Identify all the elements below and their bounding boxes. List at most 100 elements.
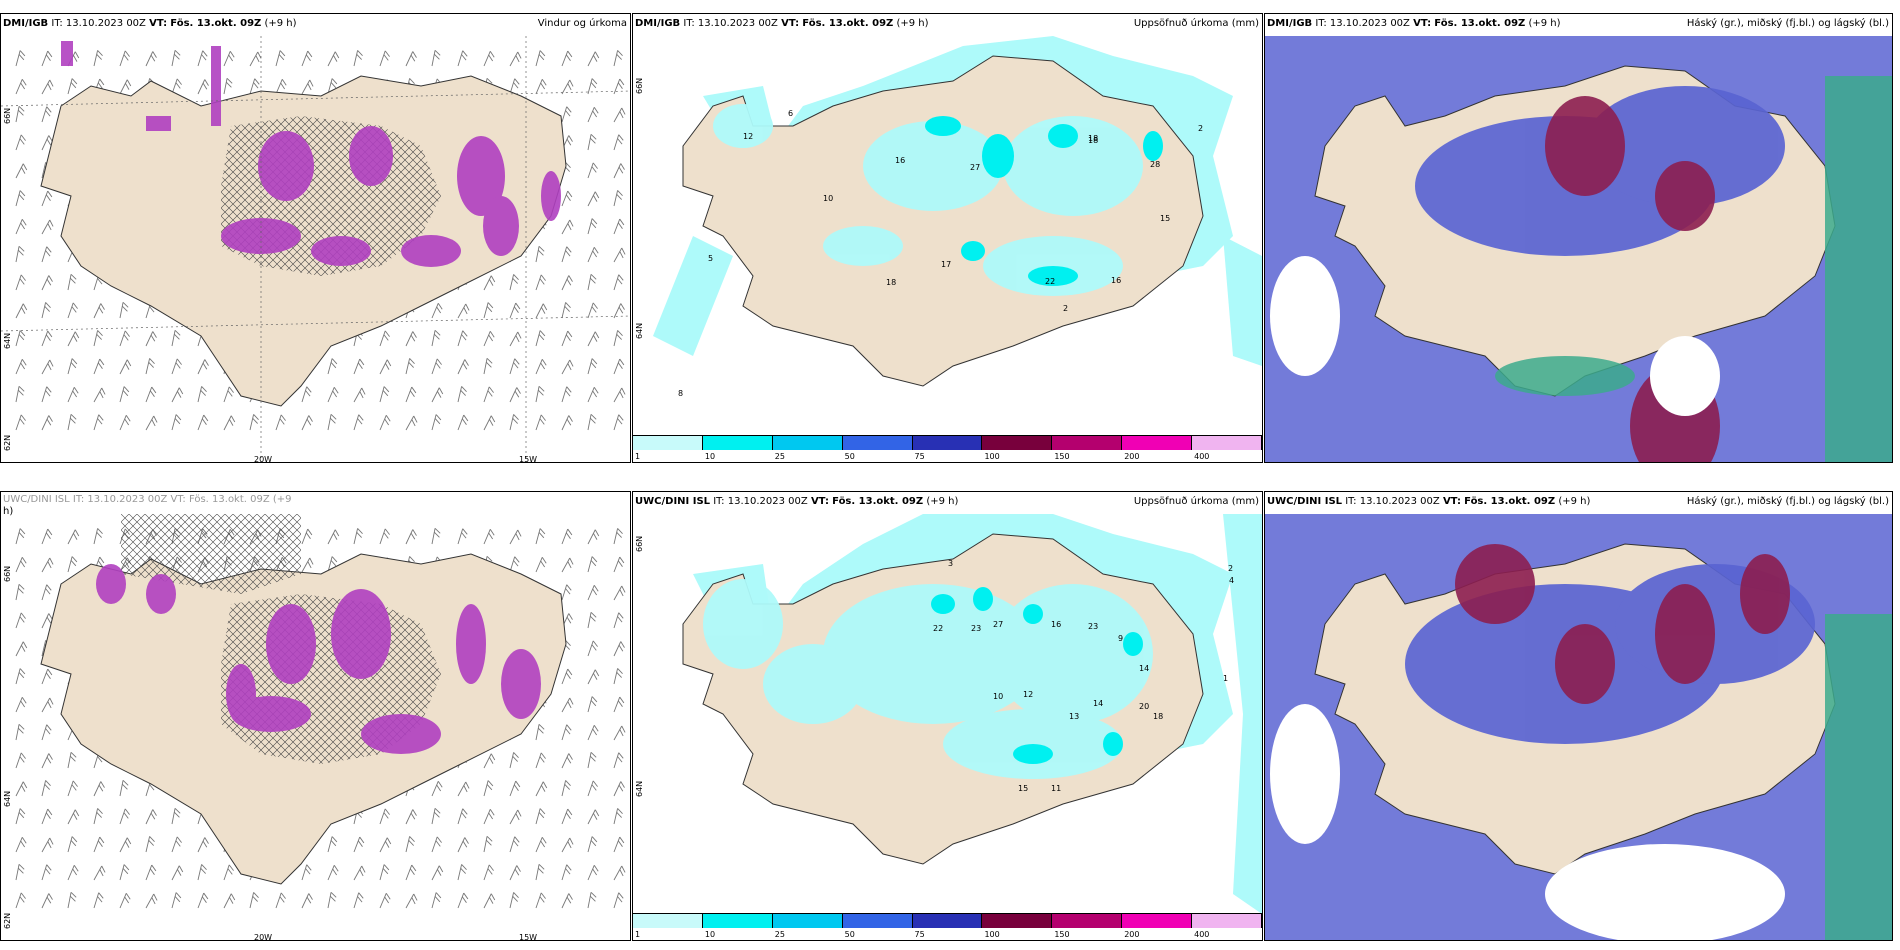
wind-barb — [613, 836, 626, 855]
wind-barb — [509, 529, 524, 548]
wind-barb — [223, 893, 238, 912]
wind-barb — [509, 809, 524, 828]
wind-barb — [41, 190, 54, 209]
wind-barb — [93, 836, 106, 855]
wind-barb — [613, 329, 624, 348]
wind-barb — [483, 275, 498, 294]
wind-barb — [561, 668, 574, 687]
wind-barb — [145, 386, 158, 405]
wind-barb — [587, 302, 600, 321]
wind-barb — [587, 331, 602, 350]
wind-barb — [431, 892, 443, 911]
wind-barb — [535, 50, 547, 69]
wind-barb — [15, 808, 27, 827]
wind-barb — [483, 893, 498, 912]
colorbar-swatch — [1122, 914, 1192, 928]
wind-barb — [249, 891, 260, 910]
wind-barb — [483, 780, 495, 799]
wind-barb — [561, 808, 574, 827]
precip-value: 14 — [1139, 664, 1150, 673]
wind-barb — [483, 864, 496, 883]
colorbar-tick: 150 — [1054, 452, 1070, 461]
wind-barb — [483, 528, 497, 547]
panel-header: DMI/IGB IT: 13.10.2023 00Z VT: Fös. 13.o… — [3, 18, 297, 29]
wind-barb — [327, 413, 338, 432]
wind-barb — [613, 612, 625, 631]
wind-barb — [457, 892, 470, 911]
wind-barb — [483, 302, 495, 321]
wind-barb — [587, 218, 599, 237]
wind-barb — [535, 385, 546, 404]
wind-barb — [93, 781, 107, 799]
wind-barb — [561, 864, 573, 883]
precip-value: 18 — [1153, 712, 1164, 721]
colorbar-swatch — [1052, 914, 1123, 928]
wind-barb — [587, 413, 598, 432]
wind-barb — [379, 808, 392, 827]
wind-barb — [431, 329, 442, 348]
wind-barb — [15, 330, 27, 349]
wind-barb — [41, 779, 52, 798]
wind-barb — [561, 219, 576, 238]
wind-barb — [509, 836, 521, 855]
wind-barb — [587, 273, 598, 292]
wind-barb — [67, 751, 78, 770]
wind-barb — [535, 274, 548, 293]
lat-tick: 64N — [635, 780, 644, 797]
wind-barb — [275, 50, 287, 69]
wind-barb — [587, 584, 601, 603]
wind-barb — [301, 893, 315, 911]
wind-barb — [457, 528, 469, 547]
lat-tick: 62N — [3, 434, 12, 451]
wind-barb — [41, 584, 53, 603]
wind-barb — [249, 413, 260, 432]
wind-barb — [327, 529, 342, 548]
wind-barb — [535, 358, 549, 377]
wind-barb — [301, 386, 313, 405]
precip-value: 17 — [941, 260, 952, 269]
wind-barb — [535, 330, 547, 349]
wind-barb — [431, 387, 446, 406]
precip-value: 22 — [933, 624, 944, 633]
precip-value: 1 — [1223, 674, 1229, 683]
colorbar-tick: 75 — [914, 930, 925, 939]
wind-barb — [41, 864, 53, 883]
precip-value: 27 — [970, 163, 981, 172]
wind-barb — [301, 415, 315, 433]
colorbar — [633, 435, 1262, 450]
precip-value: 18 — [1088, 134, 1099, 143]
wind-barb — [119, 779, 130, 798]
wind-barb — [301, 864, 313, 883]
wind-barb — [431, 358, 444, 377]
wind-barb — [93, 358, 106, 377]
wind-barb — [379, 359, 394, 378]
wind-barb — [119, 837, 134, 856]
wind-barb — [535, 556, 549, 575]
wind-barb — [171, 387, 186, 406]
wind-barb — [509, 780, 522, 799]
precip-value: 23 — [1088, 622, 1099, 631]
wind-barb — [15, 78, 29, 97]
wind-barb — [561, 893, 575, 911]
precip-value: 4 — [1229, 576, 1235, 585]
lat-tick: 66N — [3, 107, 12, 124]
lat-tick: 66N — [635, 77, 644, 94]
wind-barb — [197, 892, 210, 911]
wind-precip-panel-dmi: DMI/IGB IT: 13.10.2023 00Z VT: Fös. 13.o… — [0, 13, 631, 463]
wind-barb — [67, 780, 80, 799]
colorbar-tick: 50 — [844, 930, 855, 939]
wind-barb — [379, 414, 393, 433]
panel-header: UWC/DINI ISL IT: 13.10.2023 00Z VT: Fös.… — [635, 496, 959, 507]
wind-barb — [41, 415, 55, 433]
wind-barb — [67, 864, 81, 883]
wind-barb — [67, 529, 82, 548]
wind-barb — [613, 163, 627, 181]
wind-barb — [535, 781, 550, 800]
precip-value: 28 — [1150, 160, 1161, 169]
wind-barb — [41, 330, 54, 349]
colorbar-swatch — [1192, 436, 1262, 450]
wind-barb — [67, 386, 81, 405]
wind-barb — [119, 386, 131, 405]
wind-barb — [145, 835, 156, 854]
wind-barb — [457, 330, 469, 349]
